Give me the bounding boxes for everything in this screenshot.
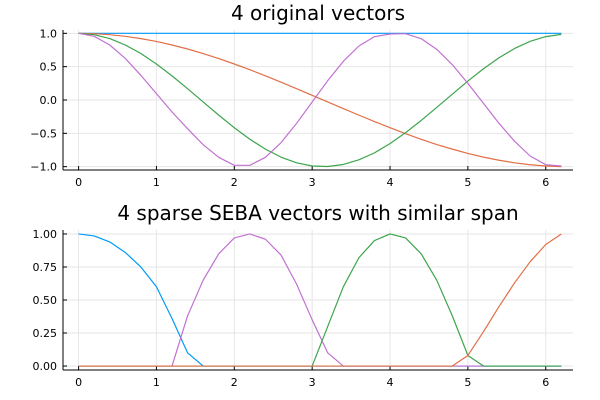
y-tick-label: 1.0	[40, 27, 58, 40]
series-line-3	[78, 32, 562, 168]
y-tick-label: 0.00	[33, 360, 58, 373]
series-line-4	[78, 233, 562, 367]
x-tick-label: 4	[387, 176, 394, 189]
chart-title: 4 sparse SEBA vectors with similar span	[117, 201, 518, 225]
chart-title: 4 original vectors	[231, 1, 405, 25]
y-tick-label: 0.75	[33, 261, 58, 274]
x-tick-label: 5	[464, 176, 471, 189]
chart-panel-1: 0 1 2 3 4 5 6 −1.0 −0.5 0.0 0.5 1.0 4 original vecto…	[30, 1, 573, 189]
y-tick-label: 0.25	[33, 327, 58, 340]
x-tick-label: 5	[464, 376, 471, 389]
x-tick-label: 0	[75, 176, 82, 189]
x-tick-label: 1	[153, 176, 160, 189]
x-tick-label: 0	[75, 376, 82, 389]
x-tick-label: 1	[153, 376, 160, 389]
x-tick-label: 4	[387, 376, 394, 389]
series-line-2	[78, 32, 562, 168]
y-tick-label: 0.0	[40, 94, 58, 107]
x-tick-label: 2	[231, 376, 238, 389]
series-line-4	[78, 32, 562, 167]
x-tick-label: 2	[231, 176, 238, 189]
y-tick-label: 0.5	[40, 61, 58, 74]
x-tick-label: 3	[309, 376, 316, 389]
chart-panel-2: 0 1 2 3 4 5 6 0.00 0.25 0.50 0.75 1.00 4 sparse SEBA…	[33, 201, 573, 389]
y-tick-label: −1.0	[30, 161, 57, 174]
y-tick-label: 0.50	[33, 294, 58, 307]
x-tick-label: 3	[309, 176, 316, 189]
x-tick-label: 6	[542, 176, 549, 189]
x-tick-label: 6	[542, 376, 549, 389]
y-tick-label: 1.00	[33, 228, 58, 241]
y-tick-label: −0.5	[30, 127, 57, 140]
